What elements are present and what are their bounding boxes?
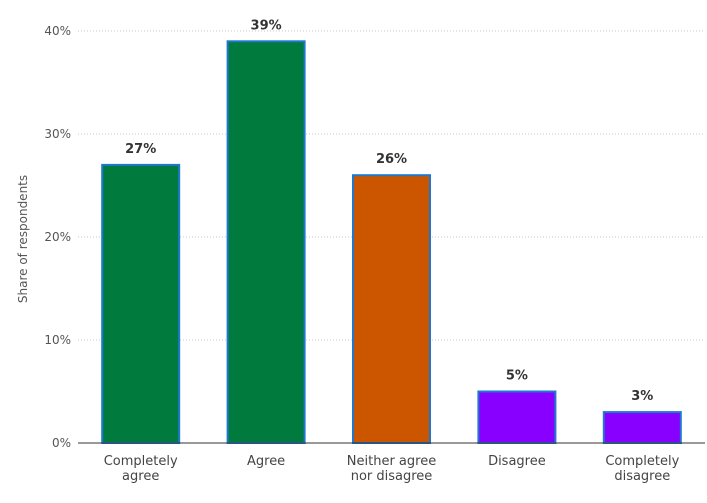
data-label: 5% (506, 369, 528, 384)
data-label: 3% (631, 389, 653, 404)
bar (477, 390, 557, 444)
y-tick-label: 30% (44, 127, 71, 141)
y-tick-label: 40% (44, 24, 71, 38)
x-tick-label: Agree (247, 454, 285, 469)
bars (101, 40, 682, 445)
x-axis-categories: Completely agree Agree Neither agree nor dis… (104, 454, 680, 484)
bar (352, 174, 431, 444)
gridlines (78, 30, 705, 341)
y-tick-label: 0% (52, 436, 71, 450)
bar (602, 411, 682, 445)
x-tick-label: Completely agree (104, 454, 178, 484)
y-tick-label: 10% (44, 333, 71, 347)
data-labels: 27% 39% 26% 5% 3% (125, 18, 653, 404)
data-label: 27% (125, 142, 156, 157)
x-tick-label: Disagree (488, 454, 546, 469)
data-label: 39% (251, 18, 282, 33)
data-label: 26% (376, 152, 407, 167)
bar (101, 163, 181, 444)
y-axis-label: Share of respondents (16, 175, 30, 303)
bar (226, 40, 306, 445)
y-tick-label: 20% (44, 230, 71, 244)
x-tick-label: Completely disagree (605, 454, 679, 484)
x-tick-label: Neither agree nor disagree (347, 454, 436, 484)
y-axis-ticks: 0% 10% 20% 30% 40% (44, 24, 71, 450)
